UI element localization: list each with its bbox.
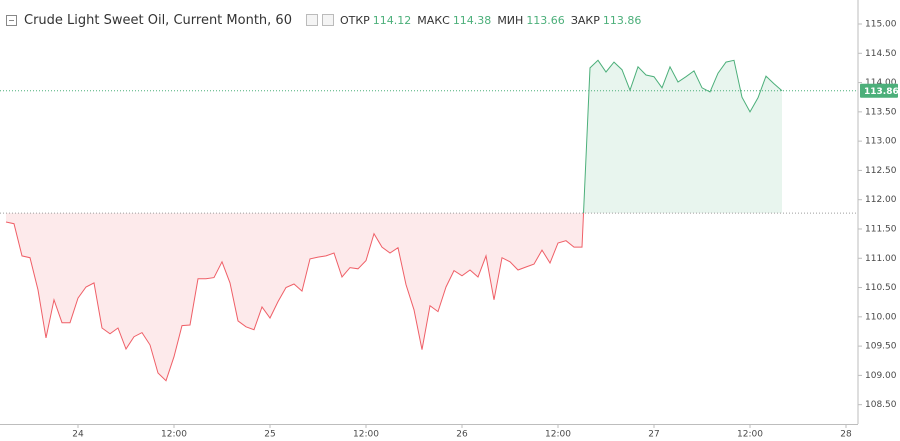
close-label: ЗАКР [570, 13, 600, 27]
hide-icon[interactable] [321, 14, 334, 26]
y-tick-label: 113.00 [865, 137, 897, 147]
y-tick-label: 112.50 [865, 166, 897, 176]
x-tick-label: 12:00 [737, 430, 763, 440]
y-tick-label: 115.00 [865, 20, 897, 30]
x-tick-label: 12:00 [545, 430, 571, 440]
y-tick-label: 114.50 [865, 49, 897, 59]
line-down [5, 213, 585, 382]
area-up [6, 60, 782, 214]
high-label: МАКС [417, 13, 450, 27]
x-tick-label: 27 [648, 430, 659, 440]
y-tick-label: 111.50 [865, 224, 897, 234]
line-up [583, 59, 783, 214]
close-price-tag [860, 83, 898, 98]
y-tick-label: 108.50 [865, 400, 897, 410]
low-label: МИН [497, 13, 524, 27]
x-tick-label: 26 [456, 430, 468, 440]
high-value: 114.38 [452, 13, 492, 27]
collapse-button[interactable] [6, 14, 17, 26]
close-price-label: 113.86 [864, 87, 899, 97]
x-tick-label: 12:00 [353, 430, 379, 440]
y-tick-label: 114.00 [865, 78, 897, 88]
x-tick-label: 28 [840, 430, 852, 440]
open-value: 114.12 [372, 13, 412, 27]
y-tick-label: 109.50 [865, 342, 897, 352]
close-value: 113.86 [602, 13, 642, 27]
chart-title: Crude Light Sweet Oil, Current Month, 60 [24, 12, 292, 28]
open-label: ОТКР [339, 13, 370, 27]
y-tick-label: 110.50 [865, 283, 897, 293]
y-tick-label: 110.00 [865, 312, 897, 322]
x-tick-label: 24 [72, 430, 84, 440]
x-tick-label: 25 [264, 430, 275, 440]
low-value: 113.66 [526, 13, 565, 27]
area-down [6, 213, 584, 381]
settings-icon[interactable] [305, 14, 318, 26]
legend-header: Crude Light Sweet Oil, Current Month, 60… [6, 10, 641, 30]
y-tick-label: 112.00 [865, 195, 897, 205]
y-tick-label: 111.00 [865, 254, 897, 264]
y-tick-label: 113.50 [865, 107, 897, 117]
x-tick-label: 12:00 [161, 430, 187, 440]
y-tick-label: 109.00 [865, 371, 897, 381]
